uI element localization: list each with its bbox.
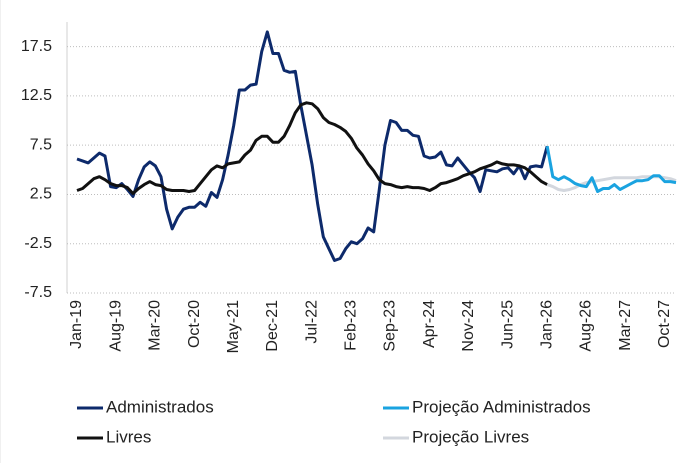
x-tick-label: Aug-26 (578, 300, 595, 352)
y-tick-label: 17.5 (21, 38, 52, 55)
legend-label: Administrados (106, 397, 214, 416)
x-tick-label: Sep-23 (382, 300, 399, 352)
x-tick-label: Jan-26 (538, 300, 555, 349)
y-tick-label: -7.5 (24, 284, 52, 301)
legend-label: Livres (106, 427, 151, 446)
x-tick-label: Jan-19 (68, 300, 85, 349)
y-tick-label: 12.5 (21, 87, 52, 104)
line-series (76, 101, 548, 195)
x-tick-label: May-21 (225, 300, 242, 353)
x-tick-label: Jul-22 (303, 300, 320, 344)
x-tick-label: Feb-23 (343, 300, 360, 351)
x-tick-label: Oct-20 (186, 300, 203, 348)
x-tick-label: Mar-20 (147, 300, 164, 351)
x-tick-label: Dec-21 (264, 300, 281, 352)
x-tick-label: Oct-27 (656, 300, 673, 348)
x-tick-label: Mar-27 (617, 300, 634, 351)
legend-label: Projeção Administrados (412, 397, 591, 416)
x-tick-label: Apr-24 (421, 300, 438, 348)
y-tick-label: -2.5 (24, 235, 52, 252)
y-tick-label: 2.5 (30, 186, 52, 203)
x-tick-label: Jun-25 (499, 300, 516, 349)
y-tick-label: 7.5 (30, 136, 52, 153)
x-tick-label: Aug-19 (107, 300, 124, 352)
line-series (545, 145, 677, 193)
line-series (76, 30, 549, 262)
legend-label: Projeção Livres (412, 427, 529, 446)
x-tick-label: Nov-24 (460, 300, 477, 352)
